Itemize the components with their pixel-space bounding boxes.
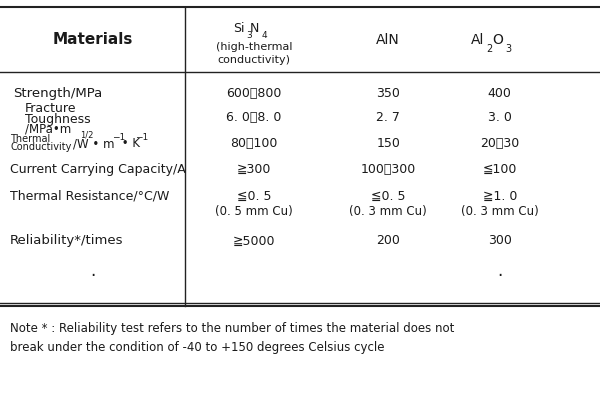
Text: ≧5000: ≧5000 <box>233 234 275 247</box>
Text: conductivity): conductivity) <box>217 55 290 65</box>
Text: 3: 3 <box>246 31 252 40</box>
Text: 2: 2 <box>487 44 493 53</box>
Text: (0. 5 mm Cu): (0. 5 mm Cu) <box>215 205 293 218</box>
Text: 150: 150 <box>376 137 400 150</box>
Text: Conductivity: Conductivity <box>10 142 71 152</box>
Text: .: . <box>91 262 95 280</box>
Text: /W • m: /W • m <box>73 137 115 150</box>
Text: 600～800: 600～800 <box>226 87 281 100</box>
Text: Current Carrying Capacity/A: Current Carrying Capacity/A <box>10 163 186 176</box>
Text: • K: • K <box>118 137 140 150</box>
Text: 4: 4 <box>262 31 267 40</box>
Text: 100～300: 100～300 <box>361 163 416 176</box>
Text: AlN: AlN <box>376 33 400 47</box>
Text: ≧1. 0: ≧1. 0 <box>482 190 517 203</box>
Text: ≧300: ≧300 <box>236 163 271 176</box>
Text: 300: 300 <box>488 234 512 247</box>
Text: Materials: Materials <box>53 32 133 47</box>
Text: 20～30: 20～30 <box>480 137 520 150</box>
Text: Note * : Reliability test refers to the number of times the material does not
br: Note * : Reliability test refers to the … <box>10 322 455 354</box>
Text: /MPa•m: /MPa•m <box>25 122 71 135</box>
Text: Thermal Resistance/°C/W: Thermal Resistance/°C/W <box>10 190 170 203</box>
Text: 350: 350 <box>376 87 400 100</box>
Text: Reliability*/times: Reliability*/times <box>10 234 124 247</box>
Text: 3: 3 <box>506 44 512 53</box>
Text: Toughness: Toughness <box>25 113 91 126</box>
Text: ≦0. 5: ≦0. 5 <box>371 190 406 203</box>
Text: (0. 3 mm Cu): (0. 3 mm Cu) <box>349 205 427 218</box>
Text: Si: Si <box>233 22 244 35</box>
Text: 3. 0: 3. 0 <box>488 111 512 124</box>
Text: 200: 200 <box>376 234 400 247</box>
Text: ≦100: ≦100 <box>482 163 517 176</box>
Text: 6. 0～8. 0: 6. 0～8. 0 <box>226 111 281 124</box>
Text: Fracture: Fracture <box>25 102 77 115</box>
Text: Strength/MPa: Strength/MPa <box>13 87 103 100</box>
Text: O: O <box>492 33 503 47</box>
Text: −1: −1 <box>135 133 148 142</box>
Text: (0. 3 mm Cu): (0. 3 mm Cu) <box>461 205 539 218</box>
Text: 80～100: 80～100 <box>230 137 277 150</box>
Text: 1/2: 1/2 <box>80 131 94 140</box>
Text: −1: −1 <box>112 133 125 142</box>
Text: Al: Al <box>471 33 484 47</box>
Text: 400: 400 <box>488 87 512 100</box>
Text: .: . <box>497 262 502 280</box>
Text: 2. 7: 2. 7 <box>376 111 400 124</box>
Text: N: N <box>250 22 259 35</box>
Text: ≦0. 5: ≦0. 5 <box>236 190 271 203</box>
Text: Thermal: Thermal <box>10 134 50 144</box>
Text: (high-thermal: (high-thermal <box>215 42 292 51</box>
